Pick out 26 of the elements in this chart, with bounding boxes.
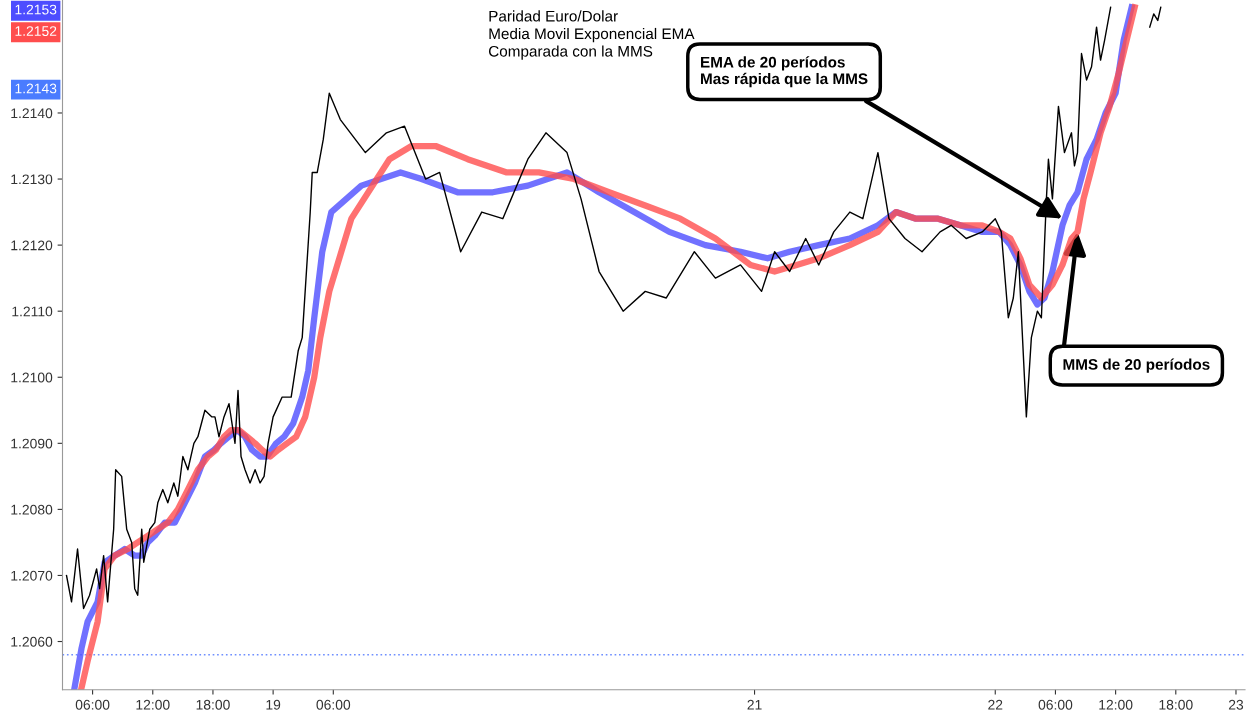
text: 1.2153	[15, 4, 57, 15]
y-tick-label: 1.2100	[11, 372, 53, 383]
text: 1.2143	[15, 83, 57, 94]
x-tick-label: 06:00	[75, 699, 110, 710]
x-tick-label: 21	[747, 699, 762, 710]
x-tick-label: 12:00	[1099, 699, 1133, 710]
y-tick-label: 1.2070	[11, 570, 53, 581]
y-tick-label: 1.2060	[11, 636, 53, 647]
annotation: EMA de 20 períodos Mas rápida que la MMS	[701, 56, 868, 88]
x-tick-label: 06:00	[1038, 699, 1073, 710]
x-tick-label: 18:00	[196, 699, 230, 710]
y-tick-label: 1.2130	[11, 174, 53, 185]
x-tick-label: 12:00	[136, 699, 170, 710]
y-tick-label: 1.2120	[11, 240, 53, 251]
y-tick-label: 1.2090	[11, 438, 53, 449]
text: 1.2152	[15, 26, 57, 36]
x-tick-label: 22	[988, 699, 1003, 710]
annotation: MMS de 20 períodos	[1063, 358, 1210, 373]
x-tick-label: 18:00	[1159, 699, 1193, 710]
x-tick-label: 23	[1228, 699, 1244, 710]
y-tick-label: 1.2110	[12, 306, 53, 317]
annotation: Paridad Euro/Dolar Media Movil Exponencial EMA Comparada con la MMS	[488, 10, 695, 60]
y-tick-label: 1.2140	[11, 108, 53, 119]
y-tick-label: 1.2080	[11, 504, 53, 515]
x-tick-label: 06:00	[316, 699, 351, 710]
x-tick-label: 19	[266, 699, 281, 710]
